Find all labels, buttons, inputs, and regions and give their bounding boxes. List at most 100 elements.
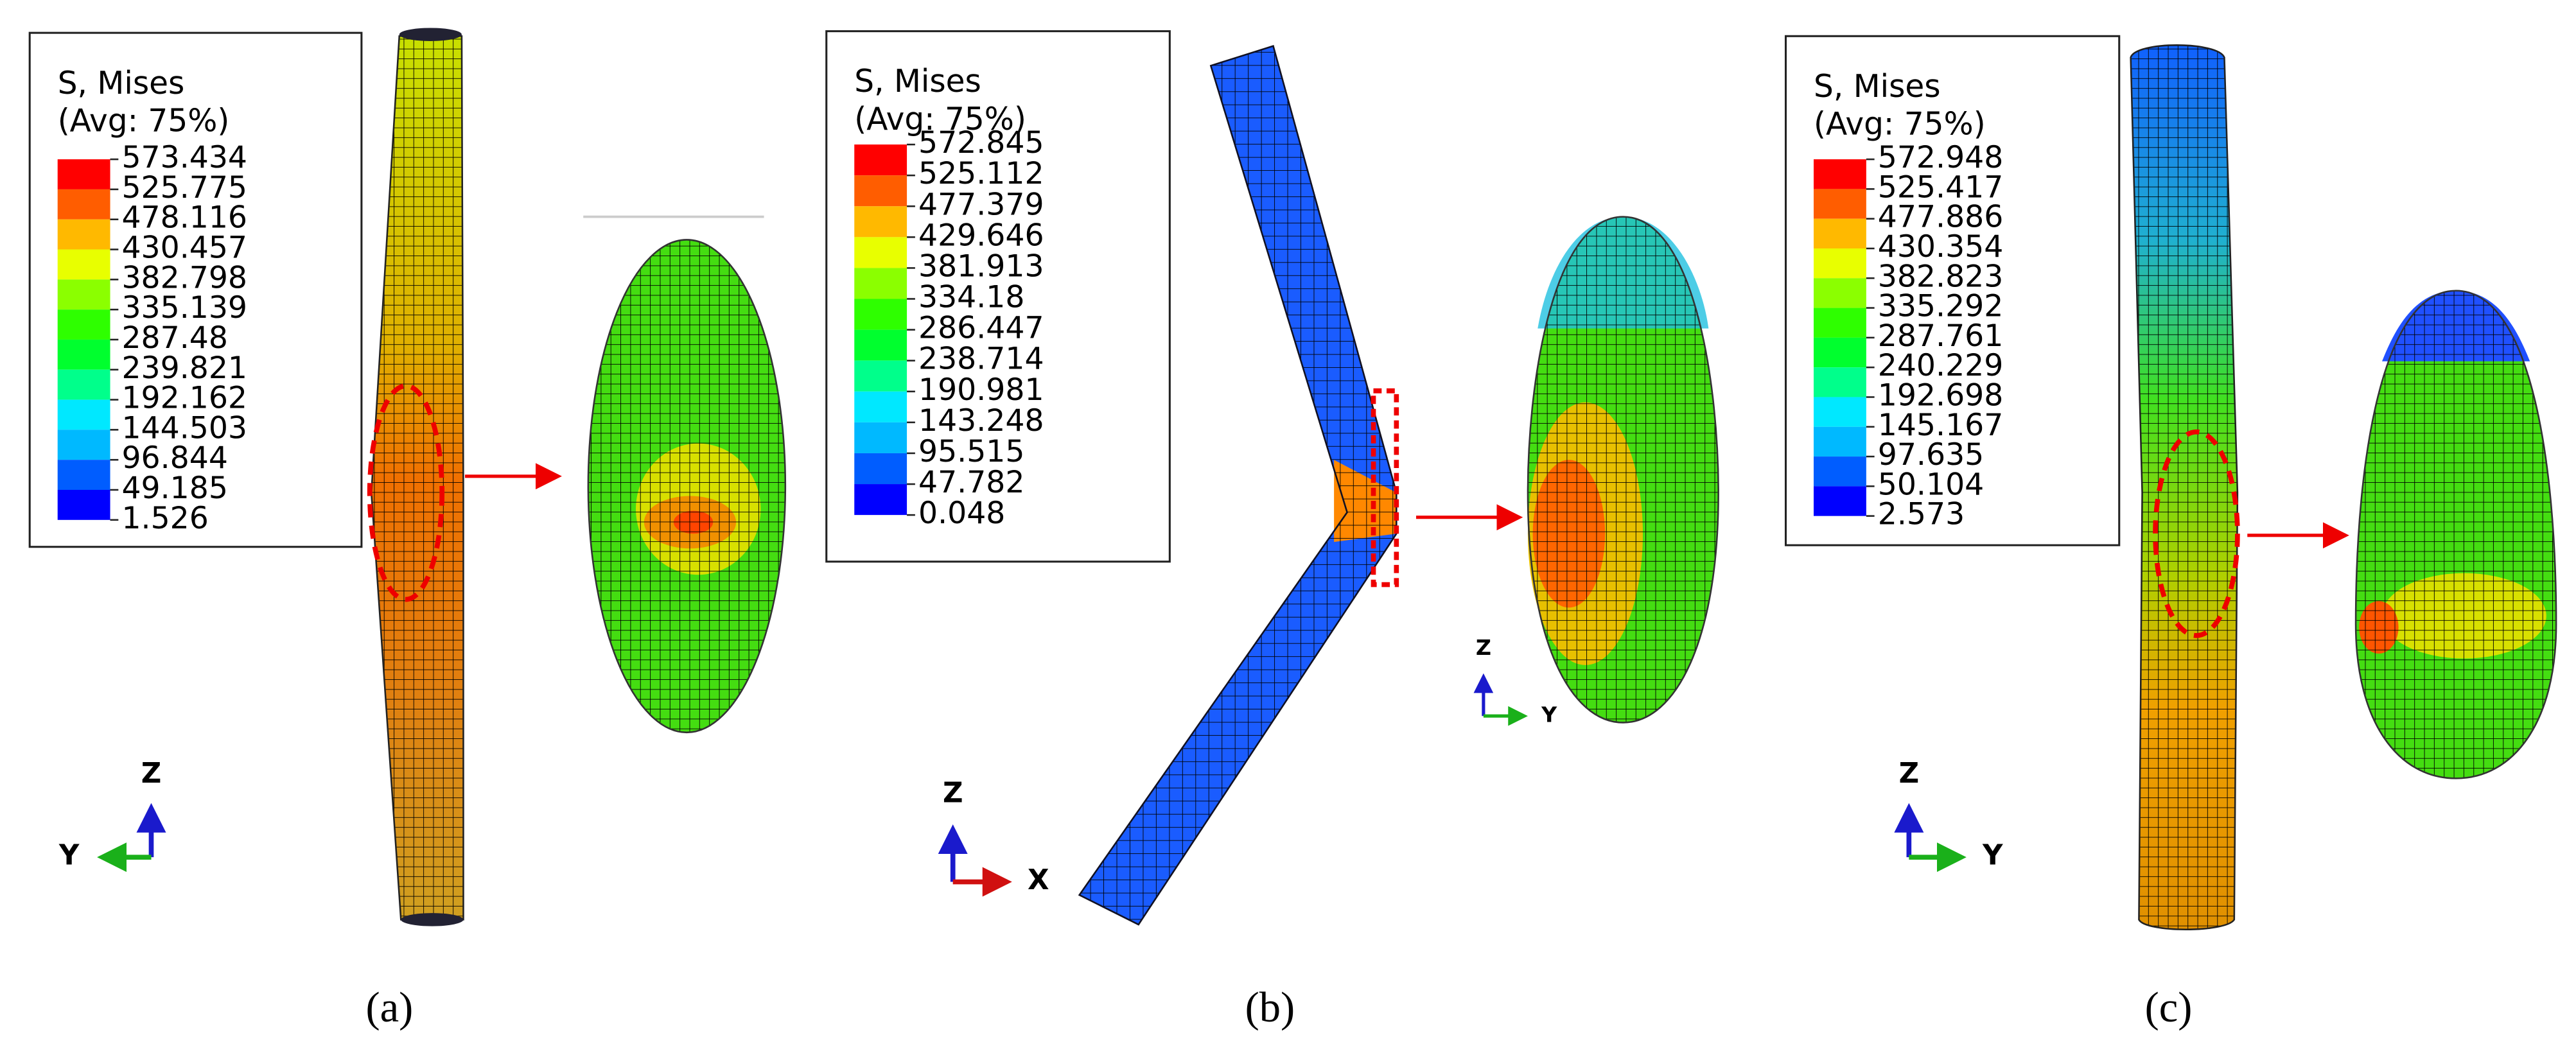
color-band <box>1814 189 1866 219</box>
legend-level: 240.229 <box>1878 348 2004 383</box>
color-band <box>854 453 907 485</box>
color-band <box>57 489 110 520</box>
legend-level: 95.515 <box>918 434 1025 469</box>
legend-level: 335.139 <box>121 290 247 326</box>
legend-level: 286.447 <box>918 311 1044 346</box>
legend-level: 382.798 <box>121 260 247 295</box>
legend-level: 334.18 <box>918 280 1025 315</box>
color-band <box>854 484 907 516</box>
color-band <box>57 399 110 430</box>
color-band <box>57 219 110 250</box>
legend-level: 573.434 <box>121 140 247 175</box>
color-band <box>57 430 110 460</box>
legend-level: 0.048 <box>918 496 1005 531</box>
highlight <box>367 383 445 602</box>
legend-title: S, Mises <box>854 64 981 100</box>
legend-level: 430.354 <box>1878 229 2004 265</box>
legend-level: 144.503 <box>121 410 247 446</box>
color-band <box>1814 397 1866 427</box>
axis-label: X <box>1028 864 1049 896</box>
tube-c <box>2130 44 2239 931</box>
legend-level: 2.573 <box>1878 497 1965 532</box>
caption: (c) <box>2145 984 2193 1031</box>
color-band <box>854 175 907 207</box>
legend-level: 287.48 <box>121 320 228 356</box>
axis-label: Z <box>1899 758 1920 790</box>
legend-subtitle: (Avg: 75%) <box>58 103 230 139</box>
color-band <box>57 279 110 310</box>
legend-level: 477.886 <box>1878 200 2004 235</box>
legend-level: 1.526 <box>121 501 208 536</box>
color-band <box>57 189 110 220</box>
axis-label: Z <box>1476 635 1491 660</box>
legend-level: 238.714 <box>918 342 1044 377</box>
legend-level: 572.948 <box>1878 140 2004 175</box>
color-band <box>854 206 907 238</box>
section-c <box>2354 290 2557 779</box>
legend-level: 190.981 <box>918 372 1044 408</box>
legend-level: 572.845 <box>918 125 1044 161</box>
tube-a <box>370 28 464 926</box>
axis-label: Z <box>943 777 963 809</box>
axis-label: Y <box>58 840 80 872</box>
legend-level: 145.167 <box>1878 408 2004 443</box>
color-band <box>57 339 110 370</box>
color-band <box>1814 218 1866 248</box>
highlight <box>2153 429 2240 638</box>
color-band <box>1814 367 1866 397</box>
legend-level: 287.761 <box>1878 318 2004 354</box>
legend-level: 50.104 <box>1878 467 1985 502</box>
legend-level: 430.457 <box>121 230 247 266</box>
legend-level: 192.698 <box>1878 378 2004 413</box>
axis-label: Y <box>1982 840 2003 872</box>
color-band <box>57 159 110 189</box>
color-band <box>854 144 907 176</box>
color-band <box>1814 159 1866 189</box>
triad-b <box>938 673 1528 897</box>
legend-subtitle: (Avg: 75%) <box>1814 107 1986 143</box>
color-band <box>1814 456 1866 487</box>
legend-level: 478.116 <box>121 200 247 236</box>
tube-b <box>1078 44 1398 926</box>
legend-level: 477.379 <box>918 187 1044 222</box>
color-band <box>57 369 110 400</box>
legend-title: S, Mises <box>58 65 185 101</box>
legend-level: 381.913 <box>918 248 1044 284</box>
legend-level: 143.248 <box>918 403 1044 439</box>
legend-title: S, Mises <box>1814 69 1941 105</box>
legend-level: 525.417 <box>1878 169 2004 205</box>
legend-level: 525.112 <box>918 156 1044 191</box>
triad-c <box>1894 803 1967 873</box>
color-band <box>854 360 907 392</box>
legend-level: 96.844 <box>121 440 228 476</box>
legend-level: 525.775 <box>121 170 247 205</box>
color-band <box>854 268 907 299</box>
legends: S, Mises(Avg: 75%)573.434525.775478.1164… <box>28 30 2121 563</box>
color-band <box>1814 337 1866 368</box>
legend-level: 47.782 <box>918 465 1025 500</box>
axis-label: Z <box>141 758 162 790</box>
legend-level: 429.646 <box>918 218 1044 253</box>
color-band <box>1814 308 1866 338</box>
legend-level: 97.635 <box>1878 437 1985 473</box>
legend-level: 239.821 <box>121 351 247 386</box>
color-band <box>854 391 907 422</box>
color-band <box>854 329 907 361</box>
color-band <box>57 249 110 280</box>
caption: (a) <box>365 984 413 1031</box>
triad-a <box>97 803 166 873</box>
color-band <box>1814 486 1866 516</box>
axis-label: Y <box>1541 702 1557 727</box>
section-b <box>1527 216 1719 724</box>
color-band <box>57 309 110 340</box>
caption: (b) <box>1245 984 1295 1031</box>
color-band <box>854 299 907 330</box>
color-band <box>1814 426 1866 457</box>
color-band <box>854 422 907 453</box>
legend-level: 382.823 <box>1878 259 2004 294</box>
color-band <box>1814 278 1866 308</box>
section-a <box>587 239 787 734</box>
legend-level: 49.185 <box>121 471 228 506</box>
